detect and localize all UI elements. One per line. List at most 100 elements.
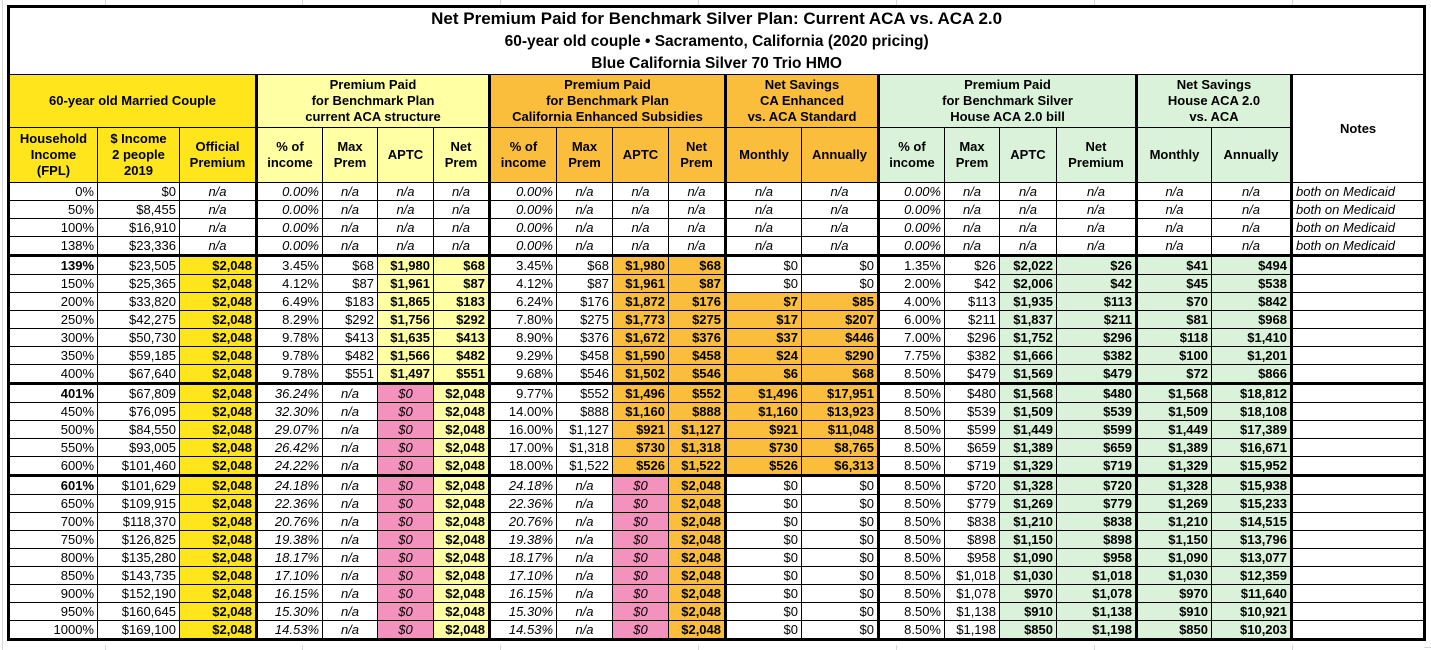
cell-h_net: $26 — [1056, 254, 1137, 276]
cell-h_pct: 8.50% — [877, 474, 945, 496]
cell-h_aptc: $1,449 — [999, 420, 1057, 440]
col-header-aca_net: Net Prem — [433, 127, 490, 184]
cell-h_sav_m: $1,389 — [1135, 438, 1212, 458]
cell-h_net: $599 — [1056, 420, 1137, 440]
cell-notes — [1289, 346, 1426, 366]
group-header-house: Premium Paid for Benchmark Silver House … — [877, 74, 1137, 129]
cell-notes — [1289, 602, 1426, 622]
cell-income: $135,280 — [97, 548, 180, 568]
cell-h_max: n/a — [944, 200, 1000, 220]
cell-notes: both on Medicaid — [1289, 182, 1426, 202]
cell-ca_sav_m: $0 — [724, 548, 802, 568]
cell-ca_aptc: $1,773 — [612, 310, 669, 330]
cell-income: $109,915 — [97, 494, 180, 514]
cell-ca_max: $552 — [556, 382, 613, 404]
cell-aca_pct: 22.36% — [255, 494, 323, 514]
cell-h_aptc: n/a — [999, 182, 1057, 202]
table-row: 550% $93,005 $2,048 26.42% n/a $0 $2,048 17.00%… — [8, 438, 1426, 458]
col-header-fpl: Household Income (FPL) — [8, 127, 98, 184]
cell-h_net: n/a — [1056, 182, 1137, 202]
cell-ca_sav_m: $17 — [724, 310, 802, 330]
table-title-row: Net Premium Paid for Benchmark Silver Pl… — [7, 5, 1426, 76]
cell-aca_pct: 9.78% — [255, 328, 323, 348]
cell-ca_sav_m: n/a — [724, 218, 802, 238]
cell-aca_aptc: $1,635 — [377, 328, 434, 348]
cell-income: $84,550 — [97, 420, 180, 440]
cell-h_pct: 7.00% — [877, 328, 945, 348]
cell-ca_net: $1,318 — [668, 438, 726, 458]
cell-aca_aptc: $0 — [377, 474, 434, 496]
cell-aca_max: n/a — [322, 620, 378, 641]
table-row: 1000% $169,100 $2,048 14.53% n/a $0 $2,048 14.5… — [8, 620, 1426, 641]
cell-fpl: 550% — [8, 438, 98, 458]
cell-official: n/a — [179, 200, 257, 220]
cell-h_sav_a: $494 — [1211, 254, 1292, 276]
cell-income: $16,910 — [97, 218, 180, 238]
cell-fpl: 850% — [8, 566, 98, 586]
cell-aca_aptc: $0 — [377, 566, 434, 586]
table-row: 250% $42,275 $2,048 8.29% $292 $1,756 $292 7.80… — [8, 310, 1426, 330]
cell-ca_max: n/a — [556, 474, 613, 496]
group-header-aca: Premium Paid for Benchmark Plan current … — [255, 74, 490, 129]
cell-aca_max: $413 — [322, 328, 378, 348]
cell-aca_net: $2,048 — [433, 566, 490, 586]
cell-notes — [1289, 438, 1426, 458]
cell-h_sav_m: $910 — [1135, 602, 1212, 622]
cell-fpl: 450% — [8, 402, 98, 422]
cell-notes — [1289, 620, 1426, 641]
cell-ca_sav_a: $207 — [801, 310, 879, 330]
cell-aca_net: $2,048 — [433, 474, 490, 496]
cell-h_sav_a: $13,077 — [1211, 548, 1292, 568]
cell-h_max: $26 — [944, 254, 1000, 276]
cell-ca_sav_a: n/a — [801, 182, 879, 202]
cell-ca_sav_m: $0 — [724, 494, 802, 514]
cell-ca_net: $1,522 — [668, 456, 726, 477]
cell-h_sav_m: $1,449 — [1135, 420, 1212, 440]
cell-ca_max: $376 — [556, 328, 613, 348]
cell-official: $2,048 — [179, 328, 257, 348]
cell-ca_net: n/a — [668, 182, 726, 202]
table-row: 150% $25,365 $2,048 4.12% $87 $1,961 $87 4.12% $… — [8, 274, 1426, 294]
cell-h_pct: 8.50% — [877, 584, 945, 604]
cell-aca_max: $183 — [322, 292, 378, 312]
cell-h_pct: 6.00% — [877, 310, 945, 330]
cell-ca_sav_m: $37 — [724, 328, 802, 348]
cell-aca_pct: 0.00% — [255, 218, 323, 238]
table-row: 138% $23,336 n/a 0.00% n/a n/a n/a 0.00% n/a n/a n… — [8, 236, 1426, 257]
cell-income: $169,100 — [97, 620, 180, 641]
cell-h_max: $1,078 — [944, 584, 1000, 604]
cell-fpl: 601% — [8, 474, 98, 496]
cell-h_sav_m: $41 — [1135, 254, 1212, 276]
cell-official: $2,048 — [179, 382, 257, 404]
cell-h_aptc: n/a — [999, 236, 1057, 257]
cell-aca_max: n/a — [322, 218, 378, 238]
cell-aca_net: $2,048 — [433, 602, 490, 622]
cell-ca_max: $1,318 — [556, 438, 613, 458]
cell-h_net: n/a — [1056, 236, 1137, 257]
cell-ca_sav_a: $17,951 — [801, 382, 879, 404]
cell-ca_net: $2,048 — [668, 602, 726, 622]
cell-fpl: 950% — [8, 602, 98, 622]
cell-ca_net: $1,127 — [668, 420, 726, 440]
cell-aca_aptc: n/a — [377, 236, 434, 257]
cell-aca_max: n/a — [322, 584, 378, 604]
cell-ca_aptc: $0 — [612, 620, 669, 641]
cell-h_net: n/a — [1056, 200, 1137, 220]
cell-aca_aptc: $0 — [377, 620, 434, 641]
cell-h_aptc: $1,509 — [999, 402, 1057, 422]
table-row: 900% $152,190 $2,048 16.15% n/a $0 $2,048 16.15… — [8, 584, 1426, 604]
cell-h_pct: 4.00% — [877, 292, 945, 312]
cell-notes — [1289, 474, 1426, 496]
cell-h_pct: 8.50% — [877, 456, 945, 477]
cell-h_sav_a: $15,938 — [1211, 474, 1292, 496]
cell-h_max: $42 — [944, 274, 1000, 294]
col-header-h_sav_a: Annually — [1211, 127, 1292, 184]
cell-ca_aptc: $1,872 — [612, 292, 669, 312]
cell-h_aptc: $1,329 — [999, 456, 1057, 477]
cell-ca_sav_a: n/a — [801, 236, 879, 257]
table-row: 200% $33,820 $2,048 6.49% $183 $1,865 $183 6.24… — [8, 292, 1426, 312]
cell-ca_aptc: $921 — [612, 420, 669, 440]
cell-h_aptc: n/a — [999, 218, 1057, 238]
cell-h_net: $958 — [1056, 548, 1137, 568]
cell-income: $93,005 — [97, 438, 180, 458]
